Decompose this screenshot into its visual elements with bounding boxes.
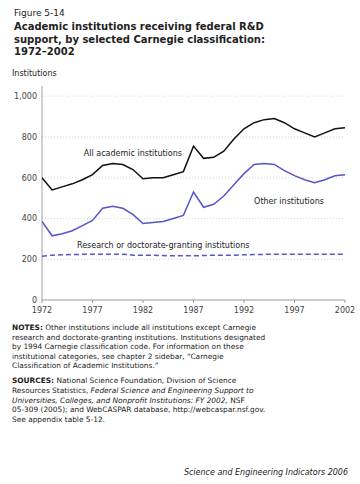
x-axis-line [42,300,345,301]
grid-line [42,218,345,219]
sources-part: Resources Statistics, [12,386,91,395]
series-line [42,163,345,235]
x-tick-label: 2002 [335,306,355,315]
sources-part: See appendix table 5-12. [12,415,105,424]
x-tick [193,300,194,303]
x-tick-label: 1972 [32,306,52,315]
y-tick-label: 1,000 [14,92,37,101]
y-tick-label: 200 [22,255,37,264]
notes: by 1994 Carnegie classification code. Fo… [12,342,244,351]
notes: institutional categories, see chapter 2 … [12,352,224,361]
x-tick-label: 1997 [284,306,304,315]
title: support, by selected Carnegie classifica… [14,34,265,45]
sources: Resources Statistics, Federal Science an… [12,386,254,395]
grid-line [42,300,345,301]
title: Academic institutions receiving federal … [14,21,264,32]
notes-part: Other institutions include all instituti… [43,323,257,332]
plot-area [42,119,345,257]
series-annotation: All academic institutions [84,149,182,158]
x-tick-label: 1977 [82,306,102,315]
y-tick-label: 800 [22,133,37,142]
series-annotation: Other institutions [254,197,324,206]
notes: Classification of Academic Institutions.… [12,361,159,370]
title-part: 1972–2002 [14,46,75,57]
footer: Science and Engineering Indicators 2006 [184,468,348,477]
grid-line [42,96,345,97]
x-tick [143,300,144,303]
figure-number: Figure 5-14 [14,8,65,18]
title: 1972–2002 [14,46,75,57]
series-line [42,119,345,190]
notes-part: Classification of Academic Institutions.… [12,361,159,370]
sources-part: NSF [228,396,245,405]
x-tick [244,300,245,303]
sources: Universities, Colleges, and Nonprofit In… [12,396,245,405]
y-tick-label: 400 [22,214,37,223]
x-tick [345,300,346,303]
chart: Figure 5-14 Academic institutions receivi… [0,0,360,484]
series-line [42,254,345,256]
title-part: Academic institutions receiving federal … [14,21,264,32]
y-axis-label: Institutions [12,69,57,78]
sources-part: 05-309 (2005); and WebCASPAR database, h… [12,405,265,414]
x-tick [42,300,43,303]
sources-part: Federal Science and Engineering Support … [91,386,254,395]
title-part: support, by selected Carnegie classifica… [14,34,265,45]
notes: NOTES: Other institutions include all in… [12,323,256,332]
x-tick-label: 1992 [234,306,254,315]
y-axis-line [42,86,43,300]
notes-part: NOTES: [12,323,43,332]
series-annotation: Research or doctorate-granting instituti… [77,241,249,250]
x-tick-label: 1982 [133,306,153,315]
x-tick-label: 1987 [183,306,203,315]
sources: 05-309 (2005); and WebCASPAR database, h… [12,405,265,414]
sources: See appendix table 5-12. [12,415,105,424]
x-tick [294,300,295,303]
sources: SOURCES: National Science Foundation, Di… [12,376,237,385]
sources-part: National Science Foundation, Division of… [54,376,237,385]
grid-line [42,259,345,260]
notes: research and doctorate-granting institut… [12,333,265,342]
sources-part: Universities, Colleges, and Nonprofit In… [12,396,228,405]
grid-line [42,136,345,137]
y-tick-label: 600 [22,174,37,183]
notes-part: research and doctorate-granting institut… [12,333,265,342]
sources-part: SOURCES: [12,376,54,385]
notes-part: institutional categories, see chapter 2 … [12,352,224,361]
x-tick [92,300,93,303]
notes-part: by 1994 Carnegie classification code. Fo… [12,342,244,351]
y-tick-label: 0 [32,296,37,305]
